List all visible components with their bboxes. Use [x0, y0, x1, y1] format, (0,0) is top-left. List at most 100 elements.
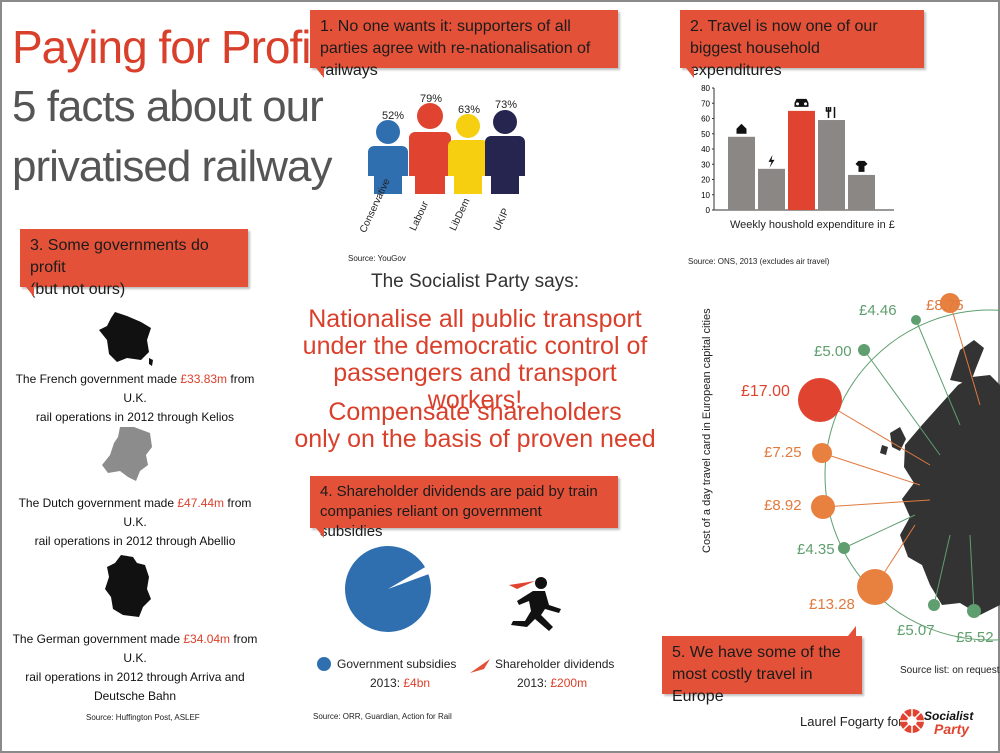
price-label-725: £7.25	[764, 444, 802, 461]
price-dot-1700	[798, 378, 842, 422]
bar-cutlery	[818, 120, 845, 210]
price-dot-892	[811, 495, 835, 519]
fact3-german-text: The German government made £34.04m from …	[10, 630, 260, 706]
fact5-banner-line1: 5. We have some of the	[672, 644, 841, 661]
german-amount: £34.04m	[183, 632, 231, 646]
demand1-line2: under the democratic control of	[302, 332, 648, 360]
figure-libdem	[448, 114, 488, 194]
figure-labour	[409, 103, 451, 194]
subtitle-line-2: privatised railway	[12, 142, 332, 191]
fact2-banner-text: 2. Travel is now one of our biggest hous…	[690, 18, 878, 79]
y-tick-label: 60	[701, 115, 710, 124]
fact2-banner: 2. Travel is now one of our biggest hous…	[680, 10, 924, 79]
legend-dividends-value: 2013: £200m	[517, 676, 587, 690]
fact3-banner: 3. Some governments do profit (but not o…	[20, 229, 248, 298]
price-label-500: £5.00	[814, 343, 852, 360]
price-dot-446	[911, 315, 921, 325]
fact5-banner: 5. We have some of the most costly trave…	[662, 626, 862, 705]
house-icon	[736, 123, 747, 134]
german-text-post: from U.K.	[123, 632, 258, 665]
price-label-446: £4.46	[859, 302, 897, 319]
german-text-line3: Deutsche Bahn	[93, 689, 177, 703]
demand2-line1: Compensate shareholders	[328, 398, 622, 426]
pct-ukip: 73%	[494, 99, 518, 111]
y-tick-label: 30	[701, 160, 710, 169]
german-text-line2: rail operations in 2012 through Arriva a…	[25, 670, 245, 684]
price-dot-435	[838, 542, 850, 554]
fact5-axis-label: Cost of a day travel card in European ca…	[701, 308, 713, 553]
bar-bolt	[758, 168, 785, 210]
fact2-xlabel: Weekly houshold expenditure in £	[730, 219, 895, 231]
france-text-pre: The French government made	[15, 372, 181, 386]
main-title: Paying for Profit:	[12, 21, 335, 73]
bolt-icon	[768, 154, 775, 168]
svg-text:Socialist: Socialist	[924, 709, 974, 723]
legend-dividends-label: Shareholder dividends	[495, 657, 615, 671]
fact4-banner-line2: companies reliant on government subsidie…	[320, 503, 542, 540]
fact3-france-text: The French government made £33.83m from …	[10, 370, 260, 427]
legend2-value: £200m	[550, 676, 588, 690]
europe-price-map	[798, 293, 1000, 641]
expenditure-bar-chart: 0 10 20 30 40 50 60 70 80	[701, 84, 894, 215]
y-tick-label: 10	[701, 191, 710, 200]
fact3-banner-line1: 3. Some governments do profit	[30, 237, 209, 276]
demand2-line2: only on the basis of proven need	[294, 425, 656, 453]
green-connectors	[843, 319, 975, 612]
fact4-source: Source: ORR, Guardian, Action for Rail	[313, 712, 452, 721]
fact5-banner-line2: most costly travel in Europe	[672, 666, 813, 705]
legend-subsidies-value: 2013: £4bn	[370, 676, 430, 690]
fact3-dutch-text: The Dutch government made £47.44m from U…	[10, 494, 260, 551]
socialist-heading: The Socialist Party says:	[370, 271, 580, 292]
runner-icon	[509, 577, 561, 631]
demand1-line1: Nationalise all public transport	[308, 305, 642, 333]
bar-house	[728, 136, 755, 210]
france-text-line2: rail operations in 2012 through Kelios	[35, 410, 235, 424]
y-tick-label: 70	[701, 99, 710, 108]
fact2-source: Source: ONS, 2013 (excludes air travel)	[688, 257, 830, 266]
subtitle-line-1: 5 facts about our	[12, 82, 324, 131]
price-dot-1328	[857, 569, 893, 605]
price-label-1328: £13.28	[809, 596, 855, 613]
price-label-1700: £17.00	[741, 383, 790, 400]
legend2-year: 2013:	[517, 676, 551, 690]
netherlands-map-icon	[102, 427, 152, 481]
dutch-text-line2: rail operations in 2012 through Abellio	[34, 534, 236, 548]
bar-tshirt	[848, 174, 875, 210]
price-label-875: £8.75	[926, 297, 964, 314]
fact4-banner-line1: 4. Shareholder dividends are paid by tra…	[320, 483, 598, 500]
dividend-slice	[388, 566, 429, 589]
price-dot-500	[858, 344, 870, 356]
legend-subsidies-swatch	[317, 657, 331, 671]
price-dot-875	[940, 293, 960, 313]
bar-car	[788, 110, 815, 210]
y-tick-label: 50	[701, 130, 710, 139]
party-figures	[368, 103, 525, 194]
dutch-text-post: from U.K.	[123, 496, 252, 529]
footer-credit: Laurel Fogarty for	[800, 714, 903, 729]
price-dot-507	[928, 599, 940, 611]
dutch-amount: £47.44m	[177, 496, 225, 510]
legend1-year: 2013:	[370, 676, 404, 690]
y-tick-label: 40	[701, 145, 710, 154]
fact1-source: Source: YouGov	[348, 254, 406, 263]
price-dot-725	[812, 443, 832, 463]
y-tick-label: 0	[706, 206, 711, 215]
france-text-post: from U.K.	[123, 372, 255, 405]
demand1-line3: passengers and transport workers!	[333, 359, 617, 414]
dutch-text-pre: The Dutch government made	[18, 496, 178, 510]
france-map-icon	[99, 312, 153, 366]
german-text-pre: The German government made	[12, 632, 184, 646]
fact5-source: Source list: on request	[900, 665, 1000, 676]
pct-conservative: 52%	[381, 110, 405, 122]
fact1-banner-text: 1. No one wants it: supporters of all pa…	[320, 18, 591, 79]
fact1-banner: 1. No one wants it: supporters of all pa…	[310, 10, 618, 79]
pct-libdem: 63%	[457, 104, 481, 116]
demand-nationalise: Nationalise all public transport under t…	[290, 306, 660, 414]
socialist-party-logo: Socialist Party	[900, 709, 974, 737]
car-icon	[794, 98, 809, 107]
price-label-507: £5.07	[897, 622, 935, 639]
price-label-552: £5.52	[956, 629, 994, 646]
figure-ukip	[485, 110, 525, 194]
cutlery-icon	[825, 107, 836, 119]
